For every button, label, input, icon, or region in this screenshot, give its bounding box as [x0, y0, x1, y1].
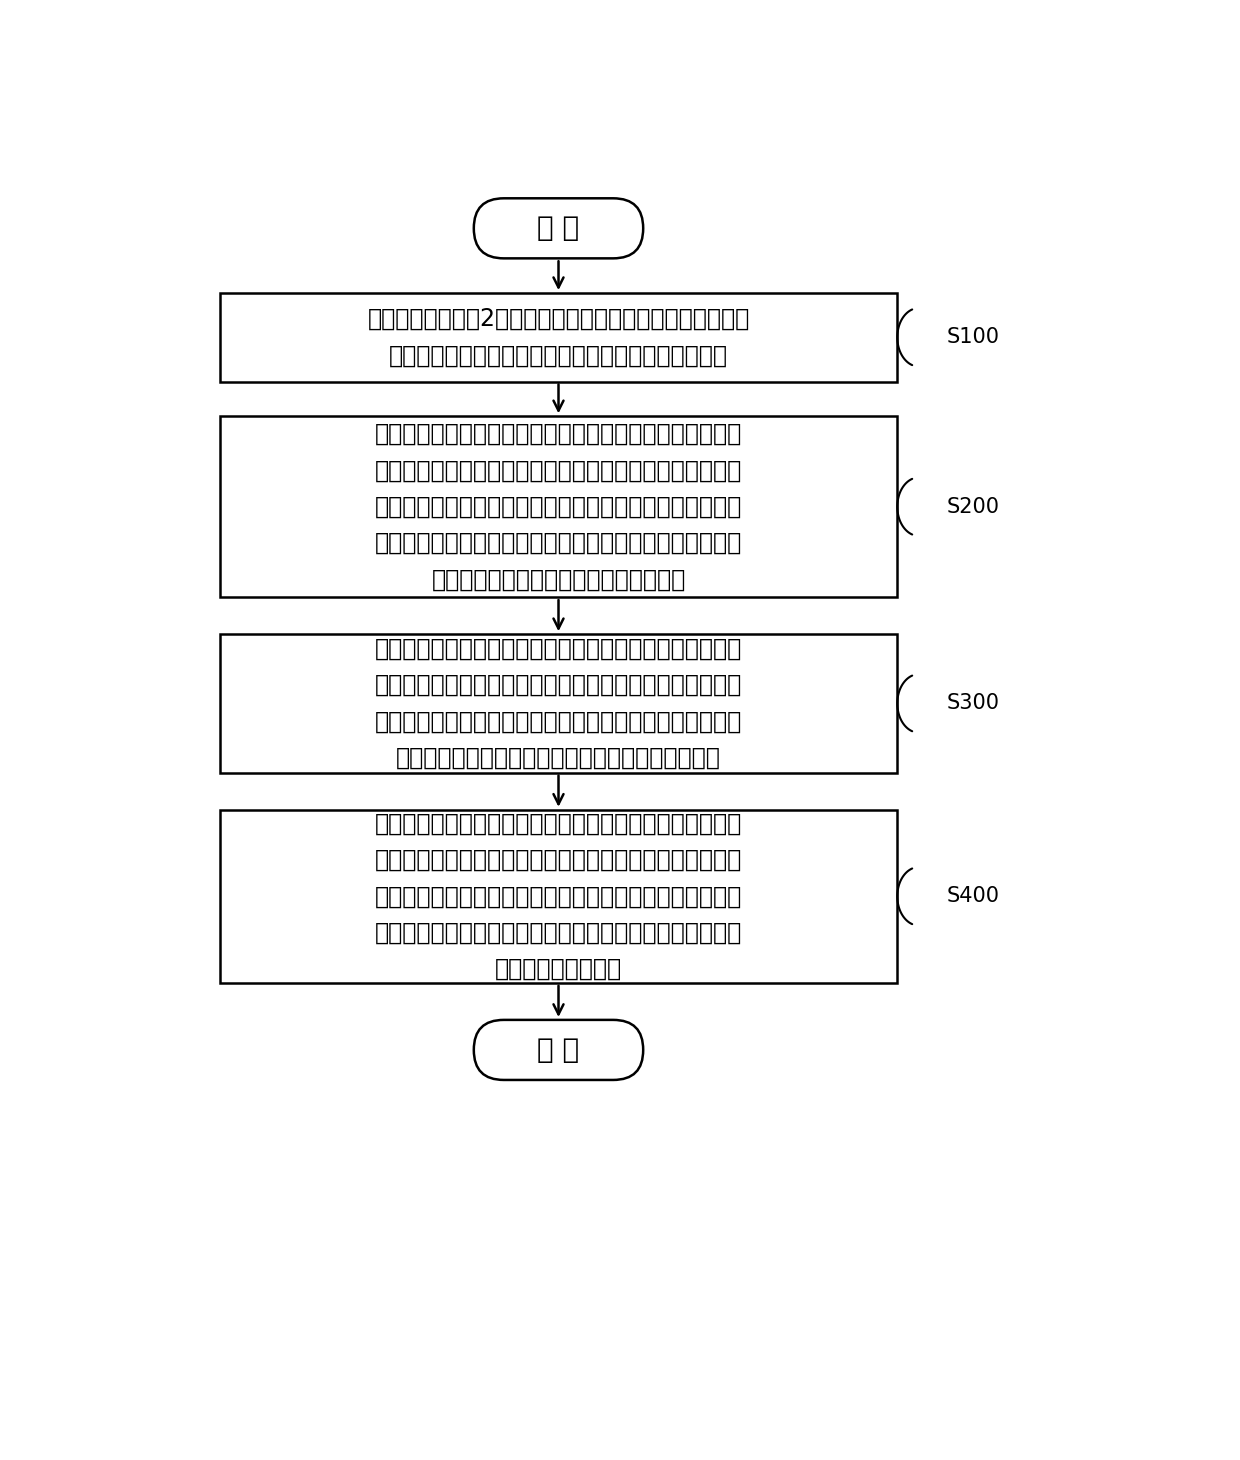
FancyBboxPatch shape [474, 1021, 644, 1080]
Text: 获取建筑物所处环境在未来一段时间内的风向和风速的预报
值，将建筑物的风向和风速的预报值与易倾斜风向风速数集
中的各点处的风向和风速进行比较，当获取的风向和风速的: 获取建筑物所处环境在未来一段时间内的风向和风速的预报 值，将建筑物的风向和风速的… [374, 812, 742, 981]
Bar [219, 293, 898, 381]
Text: 采用矩阵分解法和梯度下降法，对数据矩阵中已知的倾斜角
度测量值进行拟合，得到数据矩阵中各点对应的建筑物的倾
斜角度预测值，并在倾斜角度测量值与所求得的数据矩阵中: 采用矩阵分解法和梯度下降法，对数据矩阵中已知的倾斜角 度测量值进行拟合，得到数据… [374, 422, 742, 591]
Bar [219, 634, 898, 772]
FancyBboxPatch shape [474, 199, 644, 258]
Text: 结 束: 结 束 [537, 1037, 579, 1064]
Bar [219, 810, 898, 983]
Text: S200: S200 [946, 496, 999, 517]
Text: S400: S400 [946, 886, 999, 907]
Text: 读取建筑物在至少2个不同风向和风速下的倾斜角度测量值，
并将其填入以风向、风速为纵、横坐标轴的数据矩阵中: 读取建筑物在至少2个不同风向和风速下的倾斜角度测量值， 并将其填入以风向、风速为… [367, 307, 750, 368]
Bar [219, 416, 898, 597]
Text: 开 始: 开 始 [537, 215, 579, 242]
Text: S100: S100 [946, 327, 999, 347]
Text: 获取输出的倾斜角度预测值，并将数据矩阵中各个点对应的
倾斜角度预测值与预设倾斜角度阈值进行比较，并将超出预
设倾斜角度阈值的所有倾斜角度预测值在数据矩阵中对应点: 获取输出的倾斜角度预测值，并将数据矩阵中各个点对应的 倾斜角度预测值与预设倾斜角… [374, 637, 742, 769]
Text: S300: S300 [946, 694, 999, 714]
